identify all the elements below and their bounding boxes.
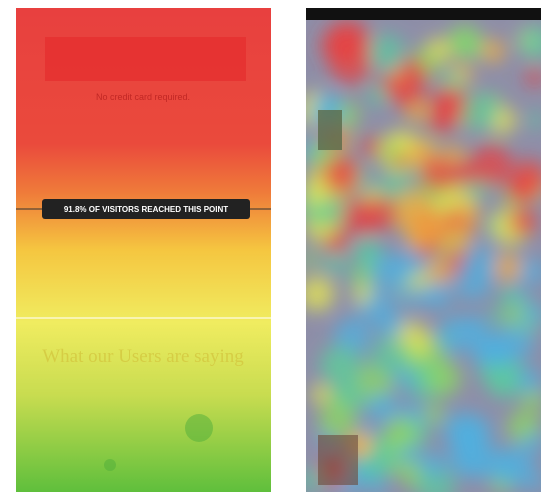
heat-blob <box>518 258 541 285</box>
heat-blob <box>318 401 357 440</box>
heat-blob <box>443 144 465 165</box>
heat-blob <box>526 473 541 492</box>
heat-blob <box>320 25 362 66</box>
heat-blob <box>509 207 538 236</box>
heat-blob <box>366 392 398 423</box>
heat-blob <box>425 259 451 285</box>
heat-blob <box>319 344 363 388</box>
scroll-heatmap: No credit card required. 91.8% OF VISITO… <box>16 8 271 492</box>
heat-blob <box>519 301 541 327</box>
heat-blob <box>459 439 500 479</box>
heat-blob <box>324 235 343 253</box>
heat-blob <box>493 253 522 282</box>
section-heading: What our Users are saying <box>42 346 244 367</box>
faded-icon <box>185 414 213 442</box>
heat-blob <box>447 209 466 228</box>
heat-blob <box>306 182 329 208</box>
heat-blob <box>352 284 373 305</box>
heat-blob <box>525 68 541 87</box>
heat-blob <box>424 360 462 397</box>
thumbnail <box>318 435 358 485</box>
heat-blob <box>499 286 520 307</box>
heat-blob <box>310 384 330 404</box>
heat-blob <box>438 315 477 354</box>
heat-blob <box>428 110 453 135</box>
heat-blob <box>367 85 389 107</box>
heat-blob <box>323 252 346 275</box>
heat-blob <box>453 262 492 301</box>
heat-blob <box>451 423 472 444</box>
scroll-label: 91.8% OF VISITORS REACHED THIS POINT <box>64 205 228 214</box>
heat-blob <box>367 33 405 71</box>
heat-blob <box>470 144 513 187</box>
heat-blob <box>523 431 541 453</box>
heat-blob <box>478 361 499 382</box>
heat-blob <box>361 196 398 232</box>
click-heatmap <box>306 8 541 492</box>
heat-blob <box>480 38 505 64</box>
scroll-label-box <box>42 199 250 219</box>
heat-blob <box>401 203 445 246</box>
heat-blob <box>521 388 541 411</box>
cta-button <box>45 37 246 81</box>
heat-blob <box>475 333 513 370</box>
heat-blob <box>424 403 445 424</box>
heat-blob <box>393 153 410 170</box>
heat-blob <box>419 451 445 478</box>
heat-blob <box>324 155 361 192</box>
heat-blobs <box>306 20 541 492</box>
heat-blob <box>389 74 424 109</box>
heat-blob <box>526 111 541 129</box>
heat-blob <box>447 24 482 58</box>
top-bar <box>306 8 541 20</box>
heat-blob <box>357 247 378 268</box>
heat-blob <box>519 25 541 60</box>
heat-blob <box>306 251 319 268</box>
scroll-gradient <box>16 8 271 492</box>
heat-blob <box>369 253 403 287</box>
thumbnail <box>318 110 342 150</box>
heat-blob <box>517 367 541 393</box>
heat-blob <box>425 281 452 309</box>
heat-blob <box>361 136 381 157</box>
heat-blob <box>375 309 404 338</box>
heat-blob <box>383 415 420 452</box>
heat-blob <box>398 443 420 465</box>
note-text: No credit card required. <box>96 92 190 102</box>
heat-blob <box>306 275 335 312</box>
heat-blob <box>370 337 410 377</box>
heat-blob <box>489 307 507 326</box>
heat-blob <box>459 92 499 132</box>
heat-blob <box>409 271 429 291</box>
faded-icon <box>104 459 116 471</box>
heat-blob <box>508 178 532 202</box>
heat-blob <box>369 481 387 492</box>
